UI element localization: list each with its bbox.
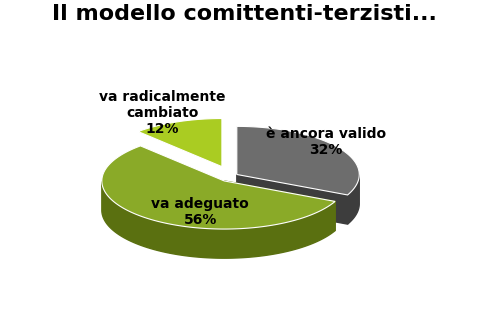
Polygon shape bbox=[102, 181, 335, 258]
Text: va radicalmente
cambiato
12%: va radicalmente cambiato 12% bbox=[99, 90, 225, 136]
Text: va adeguato
56%: va adeguato 56% bbox=[151, 197, 249, 227]
Title: Il modello comittenti-terzisti...: Il modello comittenti-terzisti... bbox=[52, 4, 436, 24]
Polygon shape bbox=[102, 146, 335, 229]
Polygon shape bbox=[237, 175, 347, 224]
Polygon shape bbox=[224, 181, 335, 231]
Polygon shape bbox=[237, 126, 359, 195]
Polygon shape bbox=[347, 175, 359, 224]
Polygon shape bbox=[138, 118, 222, 167]
Text: è ancora valido
32%: è ancora valido 32% bbox=[265, 127, 386, 157]
